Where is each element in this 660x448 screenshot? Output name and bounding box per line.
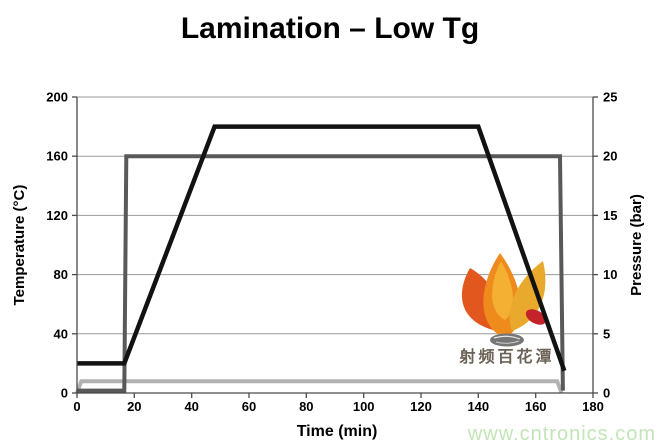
x-tick-labels: 0 20 40 60 80 100 120 140 160 180: [73, 399, 603, 414]
svg-text:10: 10: [603, 267, 617, 282]
svg-text:140: 140: [467, 399, 489, 414]
y-right-ticks: [593, 96, 598, 394]
temperature-line: [77, 124, 567, 372]
svg-text:80: 80: [54, 267, 68, 282]
svg-text:5: 5: [603, 326, 610, 341]
svg-text:20: 20: [127, 399, 141, 414]
y-right-tick-labels: 25 20 15 10 5 0: [603, 90, 617, 401]
svg-text:100: 100: [353, 399, 375, 414]
flame-logo: 射频百花潭: [458, 253, 554, 366]
pressure-low-line: [75, 379, 564, 394]
pressure-line: [77, 154, 565, 393]
svg-text:0: 0: [73, 399, 80, 414]
svg-text:15: 15: [603, 208, 617, 223]
svg-text:80: 80: [299, 399, 313, 414]
y-right-axis-title: Pressure (bar): [628, 194, 645, 296]
svg-text:40: 40: [184, 399, 198, 414]
svg-text:160: 160: [46, 149, 68, 164]
logo-right-petal-icon: [509, 261, 546, 331]
svg-text:200: 200: [46, 90, 68, 105]
y-left-ticks: [72, 96, 77, 394]
svg-text:60: 60: [242, 399, 256, 414]
logo-drop-icon: [525, 309, 547, 325]
x-axis-title: Time (min): [297, 423, 378, 440]
chart-title: Lamination – Low Tg: [180, 12, 480, 45]
axes: [76, 97, 594, 394]
svg-text:40: 40: [54, 326, 68, 341]
svg-text:25: 25: [603, 90, 617, 105]
logo-stone-icon: [490, 333, 524, 347]
logo-text: 射频百花潭: [458, 347, 554, 366]
watermark-url: www.cntronics.com: [467, 423, 656, 445]
y-left-axis-title: Temperature (°C): [11, 185, 28, 306]
svg-text:120: 120: [46, 208, 68, 223]
svg-text:160: 160: [525, 399, 547, 414]
svg-text:120: 120: [410, 399, 432, 414]
x-ticks: [76, 393, 594, 398]
logo-inner-petal-icon: [492, 261, 513, 320]
svg-text:0: 0: [61, 386, 68, 401]
y-left-tick-labels: 200 160 120 80 40 0: [46, 90, 68, 401]
svg-text:20: 20: [603, 149, 617, 164]
svg-text:180: 180: [582, 399, 604, 414]
svg-text:0: 0: [603, 386, 610, 401]
